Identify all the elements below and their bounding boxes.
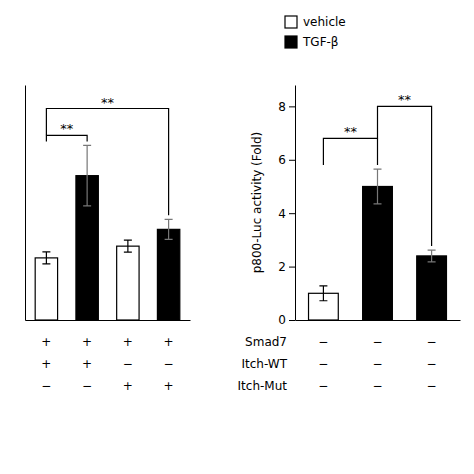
legend: vehicle TGF-β: [285, 15, 346, 49]
y-axis-title: p800-Luc activity (Fold): [250, 132, 264, 274]
legend-swatch: [285, 16, 297, 28]
y-axis: [25, 86, 26, 321]
y-tick: 2: [278, 260, 295, 274]
panel: ** ** + + + + + + − − − − + +: [26, 86, 191, 393]
plot-area: [35, 145, 180, 320]
condition-sign: −: [427, 357, 437, 371]
x-axis: [26, 320, 191, 321]
error-bar: [124, 240, 132, 252]
error-bar: [319, 286, 327, 301]
bar: [117, 246, 139, 320]
annotation: **: [101, 95, 115, 110]
condition-sign: −: [318, 335, 328, 349]
condition-sign: −: [427, 379, 437, 393]
bar: [35, 258, 57, 320]
condition-label: Itch-WT: [242, 357, 288, 371]
legend-swatch: [285, 36, 297, 48]
plot-area: [309, 169, 447, 320]
y-tick-mark: [289, 160, 295, 161]
x-axis-line: [296, 320, 461, 321]
condition-label: Itch-Mut: [238, 379, 288, 393]
bar: [417, 256, 447, 320]
y-tick-label: 8: [278, 100, 286, 114]
significance-bracket: [46, 109, 168, 216]
condition-sign: +: [164, 379, 174, 393]
error-bar: [374, 169, 382, 204]
y-tick-mark: [289, 213, 295, 214]
y-tick-label: 6: [278, 153, 286, 167]
condition-sign: +: [123, 335, 133, 349]
error-bar: [42, 252, 50, 264]
condition-sign: +: [164, 335, 174, 349]
annotation: **: [60, 121, 74, 136]
y-tick-label: 0: [278, 313, 286, 327]
y-tick: 4: [278, 207, 295, 221]
y-tick-mark: [289, 106, 295, 107]
condition-sign: −: [372, 335, 382, 349]
significance-bracket: [323, 138, 377, 165]
condition-sign: +: [82, 335, 92, 349]
error-bar: [165, 219, 173, 239]
error-bar: [83, 145, 91, 205]
error-bar: [428, 250, 436, 262]
condition-label: Smad7: [245, 335, 287, 349]
y-tick-label: 2: [278, 260, 286, 274]
condition-sign: +: [41, 335, 51, 349]
condition-sign: −: [82, 379, 92, 393]
condition-sign: −: [318, 379, 328, 393]
legend-label: TGF-β: [302, 35, 339, 49]
annotation: **: [398, 92, 412, 107]
chart: ** ** + + + + + + − − − − + +0 2 4 6 8 p800-Luc activity (…: [0, 0, 474, 474]
y-axis-line: [25, 86, 26, 321]
bar: [157, 229, 179, 320]
y-tick-mark: [289, 320, 295, 321]
panel: 0 2 4 6 8 p800-Luc activity (Fold) ** ** − − − Smad…: [238, 15, 461, 393]
condition-sign: −: [318, 357, 328, 371]
y-tick: 6: [278, 153, 295, 167]
condition-sign: −: [164, 357, 174, 371]
condition-sign: +: [82, 357, 92, 371]
y-tick: 8: [278, 100, 295, 114]
y-tick-mark: [289, 267, 295, 268]
y-tick-label: 4: [278, 207, 286, 221]
legend-label: vehicle: [303, 15, 346, 29]
significance-bracket: [378, 106, 432, 246]
y-axis: 0 2 4 6 8: [278, 86, 295, 328]
annotation: **: [344, 124, 358, 139]
x-axis: [296, 320, 461, 321]
x-axis-line: [26, 320, 191, 321]
condition-sign: −: [123, 357, 133, 371]
condition-sign: −: [41, 379, 51, 393]
y-tick: 0: [278, 313, 295, 327]
condition-sign: +: [41, 357, 51, 371]
y-axis-line: [295, 86, 296, 321]
bar: [363, 186, 393, 320]
condition-sign: −: [372, 357, 382, 371]
condition-sign: −: [427, 335, 437, 349]
condition-sign: −: [372, 379, 382, 393]
condition-sign: +: [123, 379, 133, 393]
